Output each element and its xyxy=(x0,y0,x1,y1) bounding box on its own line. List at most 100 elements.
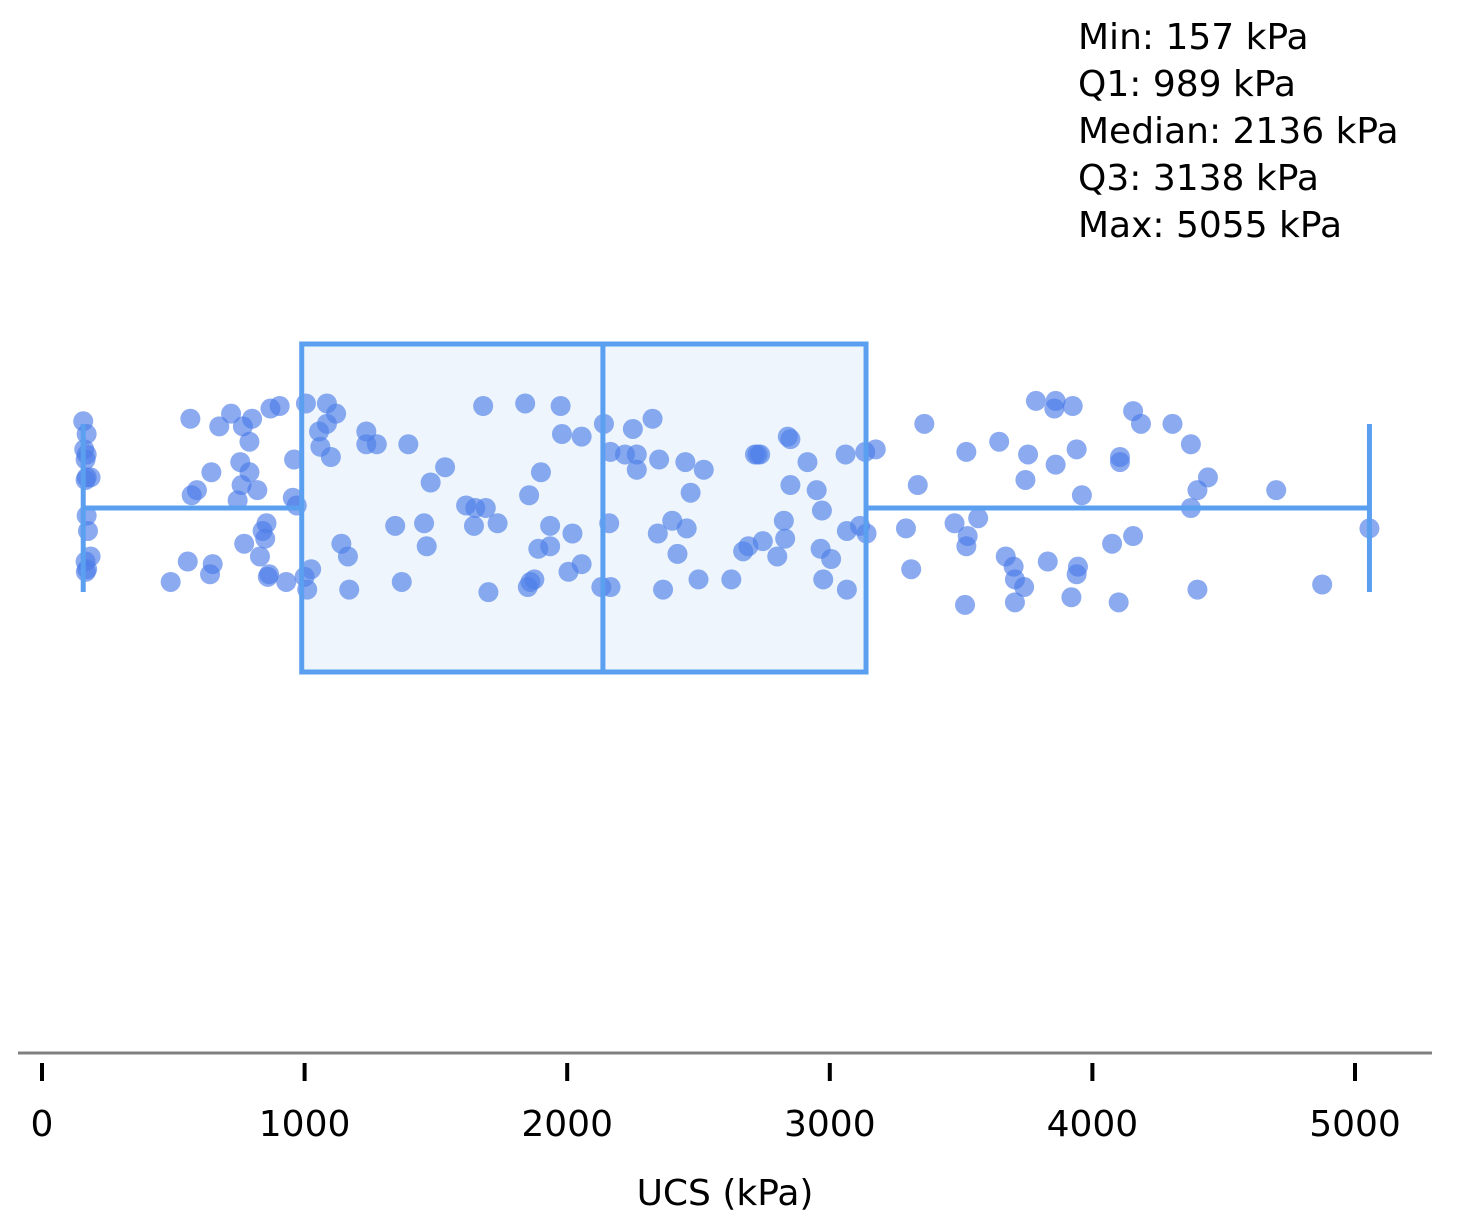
data-point xyxy=(647,523,668,544)
data-point xyxy=(1045,454,1066,475)
data-point xyxy=(675,452,696,473)
data-point xyxy=(747,444,768,465)
data-point xyxy=(180,408,201,429)
data-point xyxy=(1187,480,1208,501)
data-point xyxy=(622,418,643,439)
data-point xyxy=(463,515,484,536)
data-point xyxy=(780,429,801,450)
data-point xyxy=(1102,533,1123,554)
data-point xyxy=(420,472,441,493)
data-point xyxy=(1180,434,1201,455)
data-point xyxy=(733,541,754,562)
x-tick-label: 1000 xyxy=(259,1104,351,1145)
data-point xyxy=(562,523,583,544)
stat-min: Min: 157 kPa xyxy=(1078,17,1309,58)
data-point xyxy=(956,441,977,462)
data-point xyxy=(1015,469,1036,490)
data-point xyxy=(968,508,989,529)
data-point xyxy=(234,533,255,554)
data-point xyxy=(895,518,916,539)
x-tick-label: 5000 xyxy=(1309,1104,1401,1145)
data-point xyxy=(1037,551,1058,572)
data-point xyxy=(519,485,540,506)
data-point xyxy=(520,571,541,592)
data-point xyxy=(811,500,832,521)
data-point xyxy=(478,582,499,603)
data-point xyxy=(955,594,976,615)
data-point xyxy=(255,528,276,549)
x-axis-label: UCS (kPa) xyxy=(637,1173,814,1214)
data-point xyxy=(242,408,263,429)
data-point xyxy=(653,579,674,600)
data-point xyxy=(528,538,549,559)
data-point xyxy=(780,475,801,496)
data-point xyxy=(1123,526,1144,547)
x-tick-label: 4000 xyxy=(1047,1104,1139,1145)
data-point xyxy=(944,513,965,534)
data-point xyxy=(473,396,494,416)
stat-median: Median: 2136 kPa xyxy=(1078,111,1399,152)
data-point xyxy=(177,551,198,572)
data-point xyxy=(835,444,856,465)
data-point xyxy=(1062,396,1083,416)
data-point xyxy=(320,447,341,467)
data-point xyxy=(221,403,242,424)
data-point xyxy=(385,515,406,536)
data-point xyxy=(550,396,571,416)
data-point xyxy=(530,462,551,483)
data-point xyxy=(1066,439,1087,460)
data-point xyxy=(1071,485,1092,506)
data-point xyxy=(813,569,834,590)
data-point xyxy=(1130,413,1151,434)
data-point xyxy=(721,569,742,590)
data-point xyxy=(907,475,928,496)
data-point xyxy=(339,579,360,600)
data-point xyxy=(259,564,280,585)
data-point xyxy=(276,571,297,592)
data-point xyxy=(626,459,647,480)
data-point xyxy=(487,513,508,534)
data-point xyxy=(1162,413,1183,434)
data-point xyxy=(767,546,788,567)
data-point xyxy=(752,531,773,552)
data-point xyxy=(693,459,714,480)
data-point xyxy=(667,543,688,564)
data-point xyxy=(914,413,935,434)
x-tick-label: 0 xyxy=(31,1104,54,1145)
data-point xyxy=(398,434,419,455)
data-point xyxy=(836,579,857,600)
data-point xyxy=(1066,564,1087,585)
summary-statistics: Min: 157 kPa Q1: 989 kPa Median: 2136 kP… xyxy=(1078,14,1399,249)
data-point xyxy=(600,577,621,598)
box-plot xyxy=(80,341,1372,675)
data-point xyxy=(1025,390,1046,411)
data-point xyxy=(284,449,305,470)
iqr-box xyxy=(299,341,869,675)
data-point xyxy=(1109,447,1130,467)
data-point xyxy=(209,416,230,437)
data-point xyxy=(260,398,281,419)
data-point xyxy=(160,571,181,592)
data-point xyxy=(688,569,709,590)
data-point xyxy=(821,549,842,569)
data-point xyxy=(901,559,922,580)
data-point xyxy=(366,434,387,455)
data-point xyxy=(836,520,857,541)
data-point xyxy=(515,393,536,414)
data-point xyxy=(1018,444,1039,465)
data-point xyxy=(797,452,818,473)
data-point xyxy=(1187,579,1208,600)
data-point xyxy=(414,513,435,534)
data-point xyxy=(680,482,701,503)
data-point xyxy=(309,421,330,442)
data-point xyxy=(231,475,252,496)
data-point xyxy=(181,485,202,506)
x-axis: 0 1000 2000 3000 4000 5000 UCS (kPa) xyxy=(18,1051,1432,1214)
stat-q1: Q1: 989 kPa xyxy=(1078,64,1296,105)
data-point xyxy=(475,498,496,518)
data-point xyxy=(200,564,221,585)
stat-max: Max: 5055 kPa xyxy=(1078,205,1343,246)
data-point xyxy=(956,536,977,557)
data-point xyxy=(626,444,647,465)
data-point xyxy=(1044,398,1065,419)
